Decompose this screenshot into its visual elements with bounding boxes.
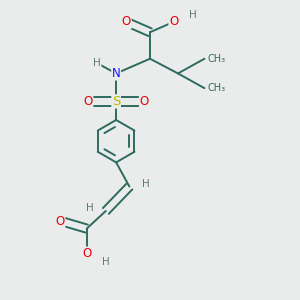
Text: O: O [140,95,149,108]
Text: H: H [102,257,110,268]
Text: CH₃: CH₃ [207,83,226,93]
Text: H: H [86,203,94,213]
Text: O: O [56,215,65,228]
Text: O: O [83,95,93,108]
Text: H: H [142,178,149,189]
Text: H: H [93,58,101,68]
Text: CH₃: CH₃ [207,54,226,64]
Text: O: O [82,247,91,260]
Text: O: O [169,15,178,28]
Text: O: O [122,15,131,28]
Text: S: S [112,95,120,108]
Text: N: N [112,67,121,80]
Text: H: H [189,10,196,20]
